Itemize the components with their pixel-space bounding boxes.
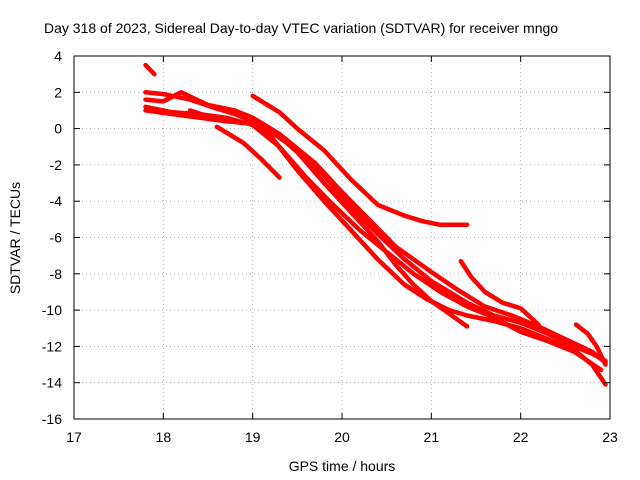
y-tick-label: -12 bbox=[42, 338, 62, 354]
series-line-track-4 bbox=[143, 104, 604, 373]
y-axis-label: SDTVAR / TECUs bbox=[7, 182, 23, 294]
grid-layer bbox=[74, 56, 610, 419]
y-tick-label: -6 bbox=[50, 230, 63, 246]
x-tick-label: 21 bbox=[424, 429, 440, 445]
y-tick-label: 2 bbox=[54, 84, 62, 100]
y-tick-label: 0 bbox=[54, 121, 62, 137]
x-tick-label: 23 bbox=[602, 429, 618, 445]
series-line-track-10 bbox=[573, 322, 608, 367]
y-tick-label: -14 bbox=[42, 375, 62, 391]
y-tick-label: -4 bbox=[50, 193, 63, 209]
x-tick-label: 18 bbox=[156, 429, 172, 445]
y-tick-label: -16 bbox=[42, 411, 62, 427]
series-line-track-6 bbox=[187, 108, 470, 329]
y-tick-label: -10 bbox=[42, 302, 62, 318]
y-tick-label: -8 bbox=[50, 266, 63, 282]
x-axis-label: GPS time / hours bbox=[289, 458, 396, 474]
x-tick-label: 22 bbox=[513, 429, 529, 445]
series-line-track-9 bbox=[458, 258, 541, 327]
x-tick-label: 19 bbox=[245, 429, 261, 445]
y-tick-label: -2 bbox=[50, 157, 63, 173]
x-tick-label: 20 bbox=[334, 429, 350, 445]
y-tick-label: 4 bbox=[54, 48, 62, 64]
series-line-track-7 bbox=[214, 124, 282, 180]
x-tick-label: 17 bbox=[66, 429, 82, 445]
series-line-track-8 bbox=[250, 93, 470, 228]
series-line-track-5 bbox=[143, 108, 608, 387]
series-line-track-1 bbox=[143, 62, 157, 77]
chart-title: Day 318 of 2023, Sidereal Day-to-day VTE… bbox=[44, 20, 558, 36]
series-layer bbox=[143, 62, 608, 387]
